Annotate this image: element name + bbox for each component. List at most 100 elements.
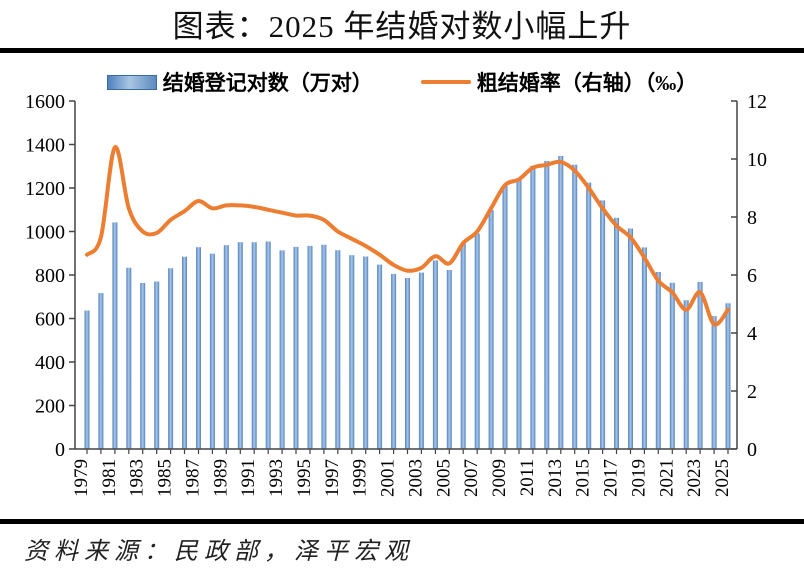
svg-text:0: 0 (55, 439, 65, 461)
bar-1994 (293, 246, 299, 449)
bar-2010 (516, 179, 522, 449)
bar-2001 (391, 273, 397, 449)
svg-text:2021: 2021 (656, 459, 677, 497)
bar-2007 (474, 233, 480, 449)
bar-2004 (432, 260, 438, 449)
svg-text:4: 4 (747, 323, 757, 345)
svg-text:1983: 1983 (127, 459, 148, 497)
bar-2020 (655, 272, 661, 449)
svg-text:10: 10 (747, 149, 767, 171)
bar-2005 (446, 270, 452, 449)
bar-series-swatch-icon (106, 74, 157, 90)
bar-2024 (711, 316, 717, 449)
svg-text:600: 600 (35, 309, 65, 331)
bar-2016 (600, 200, 606, 449)
bar-2014 (572, 164, 578, 449)
bar-2019 (641, 247, 647, 449)
bar-1987 (196, 247, 201, 449)
legend-item-line: 粗结婚率（右轴）（‰） (420, 67, 698, 97)
legend-bars-label: 结婚登记对数（万对） (162, 71, 373, 95)
bar-1983 (140, 283, 146, 449)
svg-text:2007: 2007 (461, 459, 482, 497)
svg-text:2001: 2001 (378, 459, 399, 497)
svg-text:2015: 2015 (573, 459, 594, 497)
svg-text:2011: 2011 (517, 459, 538, 496)
source-note: 资料来源：民政部，泽平宏观 (24, 539, 414, 565)
bar-2021 (669, 282, 675, 449)
left-axis: 0 200 400 600 800 1000 1200 1400 1600 (25, 91, 75, 461)
bar-1989 (223, 245, 229, 449)
bar-1992 (265, 241, 271, 449)
bar-2015 (586, 182, 592, 449)
bar-1998 (349, 255, 355, 449)
bar-2025 (725, 303, 731, 449)
bar-2018 (628, 228, 633, 449)
bar-1980 (98, 293, 104, 449)
bar-2017 (614, 217, 619, 449)
legend: 结婚登记对数（万对） 粗结婚率（右轴）（‰） (0, 67, 804, 97)
svg-text:400: 400 (35, 352, 65, 374)
right-axis: 0 2 4 6 8 10 12 (731, 91, 767, 461)
svg-text:1985: 1985 (155, 459, 176, 497)
svg-text:0: 0 (747, 439, 757, 461)
bar-2002 (405, 278, 410, 449)
line-series-swatch-icon (420, 80, 471, 84)
svg-text:2: 2 (747, 381, 757, 403)
bar-1984 (154, 281, 160, 449)
svg-text:1997: 1997 (322, 459, 343, 497)
svg-text:1991: 1991 (238, 459, 259, 497)
bar-2006 (460, 243, 466, 449)
bar-2013 (558, 156, 564, 449)
svg-text:1000: 1000 (25, 222, 65, 244)
bar-2009 (502, 185, 508, 449)
svg-text:2017: 2017 (601, 459, 622, 497)
svg-text:1995: 1995 (294, 459, 315, 497)
svg-text:1993: 1993 (266, 459, 287, 497)
svg-text:1979: 1979 (71, 459, 92, 497)
bar-1986 (182, 256, 187, 449)
rate-line-series (85, 145, 730, 327)
svg-text:1987: 1987 (183, 459, 204, 497)
chart-title: 图表：2025 年结婚对数小幅上升 (172, 9, 632, 44)
bar-1981 (112, 222, 118, 449)
bar-1995 (307, 245, 313, 449)
bars-series (84, 156, 731, 450)
svg-text:2009: 2009 (489, 459, 510, 497)
svg-text:1600: 1600 (25, 91, 65, 113)
bar-2000 (377, 264, 383, 449)
bar-1988 (209, 253, 215, 449)
bar-1993 (279, 250, 285, 449)
bar-1991 (251, 242, 257, 449)
svg-text:1200: 1200 (25, 178, 65, 200)
bar-2003 (418, 272, 424, 449)
svg-text:2013: 2013 (545, 459, 566, 497)
bar-1990 (237, 242, 243, 449)
svg-text:800: 800 (35, 265, 65, 287)
legend-line-label: 粗结婚率（右轴）（‰） (476, 71, 698, 95)
svg-text:6: 6 (747, 265, 757, 287)
bar-1985 (168, 268, 174, 449)
bar-2012 (544, 161, 550, 449)
bar-1982 (126, 267, 132, 449)
bottom-rule (0, 519, 804, 524)
svg-text:2025: 2025 (712, 459, 733, 497)
x-axis: 1979 1981 1983 1985 1987 1989 1991 1993 1995 1997… (71, 449, 733, 497)
bar-2022 (683, 300, 689, 449)
bar-1979 (84, 310, 90, 449)
bar-2023 (697, 282, 703, 449)
svg-text:1400: 1400 (25, 135, 65, 157)
svg-text:1989: 1989 (210, 459, 231, 497)
svg-text:200: 200 (35, 396, 65, 418)
svg-text:12: 12 (747, 91, 767, 113)
bar-1997 (335, 250, 341, 449)
svg-text:2003: 2003 (405, 459, 426, 497)
svg-text:8: 8 (747, 207, 757, 229)
legend-item-bars: 结婚登记对数（万对） (106, 67, 373, 97)
bar-2011 (530, 165, 536, 450)
svg-text:1999: 1999 (350, 459, 371, 497)
bar-2008 (488, 210, 494, 449)
top-rule (0, 48, 804, 53)
svg-text:1981: 1981 (99, 459, 120, 497)
